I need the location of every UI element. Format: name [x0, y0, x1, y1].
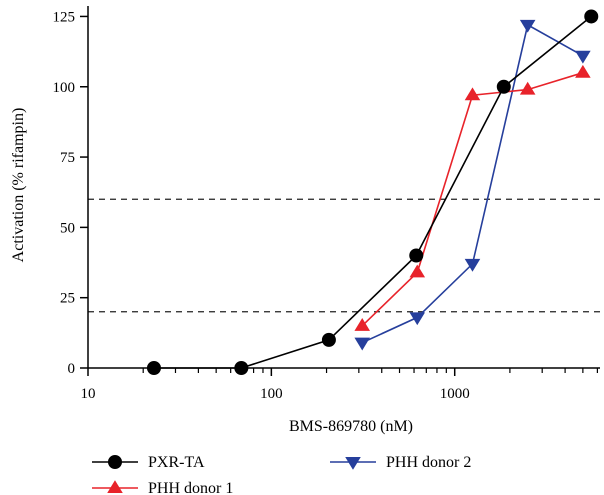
- data-point: [354, 337, 371, 351]
- legend-label: PXR-TA: [148, 454, 205, 471]
- legend-marker: [107, 480, 123, 494]
- y-axis-label: Activation (% rifampin): [10, 108, 27, 263]
- data-point: [321, 332, 336, 347]
- data-point: [409, 264, 426, 278]
- data-point: [146, 361, 161, 375]
- legend-item-pxr-ta: PXR-TA: [92, 454, 205, 471]
- legend-marker: [345, 456, 361, 470]
- legend-label: PHH donor 1: [148, 480, 233, 495]
- x-axis-label: BMS-869780 (nM): [289, 418, 413, 435]
- data-point: [409, 248, 424, 263]
- data-point: [584, 9, 599, 24]
- x-tick-label: 100: [260, 386, 283, 402]
- data-point: [464, 258, 481, 272]
- legend-item-phh-donor-1: PHH donor 1: [92, 480, 233, 495]
- data-point: [575, 50, 591, 64]
- data-point: [354, 318, 371, 331]
- series-line: [361, 23, 584, 344]
- data-point: [519, 19, 536, 33]
- legend-item-phh-donor-2: PHH donor 2: [330, 454, 471, 471]
- axes: 0 25 50 75 100 125 10 100 1000: [53, 6, 600, 402]
- data-point: [519, 81, 536, 95]
- legend-label: PHH donor 2: [386, 454, 471, 471]
- data-point: [496, 79, 511, 94]
- y-tick-label: 50: [60, 220, 75, 236]
- legend: PXR-TA PHH donor 1 PHH donor 2: [92, 454, 471, 495]
- data-point: [464, 87, 481, 101]
- series-layer: [146, 9, 599, 375]
- data-point: [234, 361, 249, 375]
- y-tick-label: 75: [60, 150, 75, 166]
- y-tick-label: 25: [60, 291, 75, 307]
- y-tick-label: 125: [53, 9, 76, 25]
- series-phh-donor-1: [354, 64, 591, 331]
- series-line: [154, 15, 592, 369]
- reference-lines: [88, 198, 600, 313]
- legend-marker: [108, 455, 122, 469]
- y-tick-label: 0: [68, 361, 76, 377]
- series-pxr-ta: [146, 9, 599, 375]
- data-point: [575, 64, 591, 78]
- y-tick-label: 100: [53, 80, 76, 96]
- series-line: [361, 71, 584, 327]
- data-point: [409, 312, 426, 326]
- series-phh-donor-2: [354, 19, 591, 351]
- x-tick-label: 10: [81, 386, 96, 402]
- x-tick-label: 1000: [440, 386, 470, 402]
